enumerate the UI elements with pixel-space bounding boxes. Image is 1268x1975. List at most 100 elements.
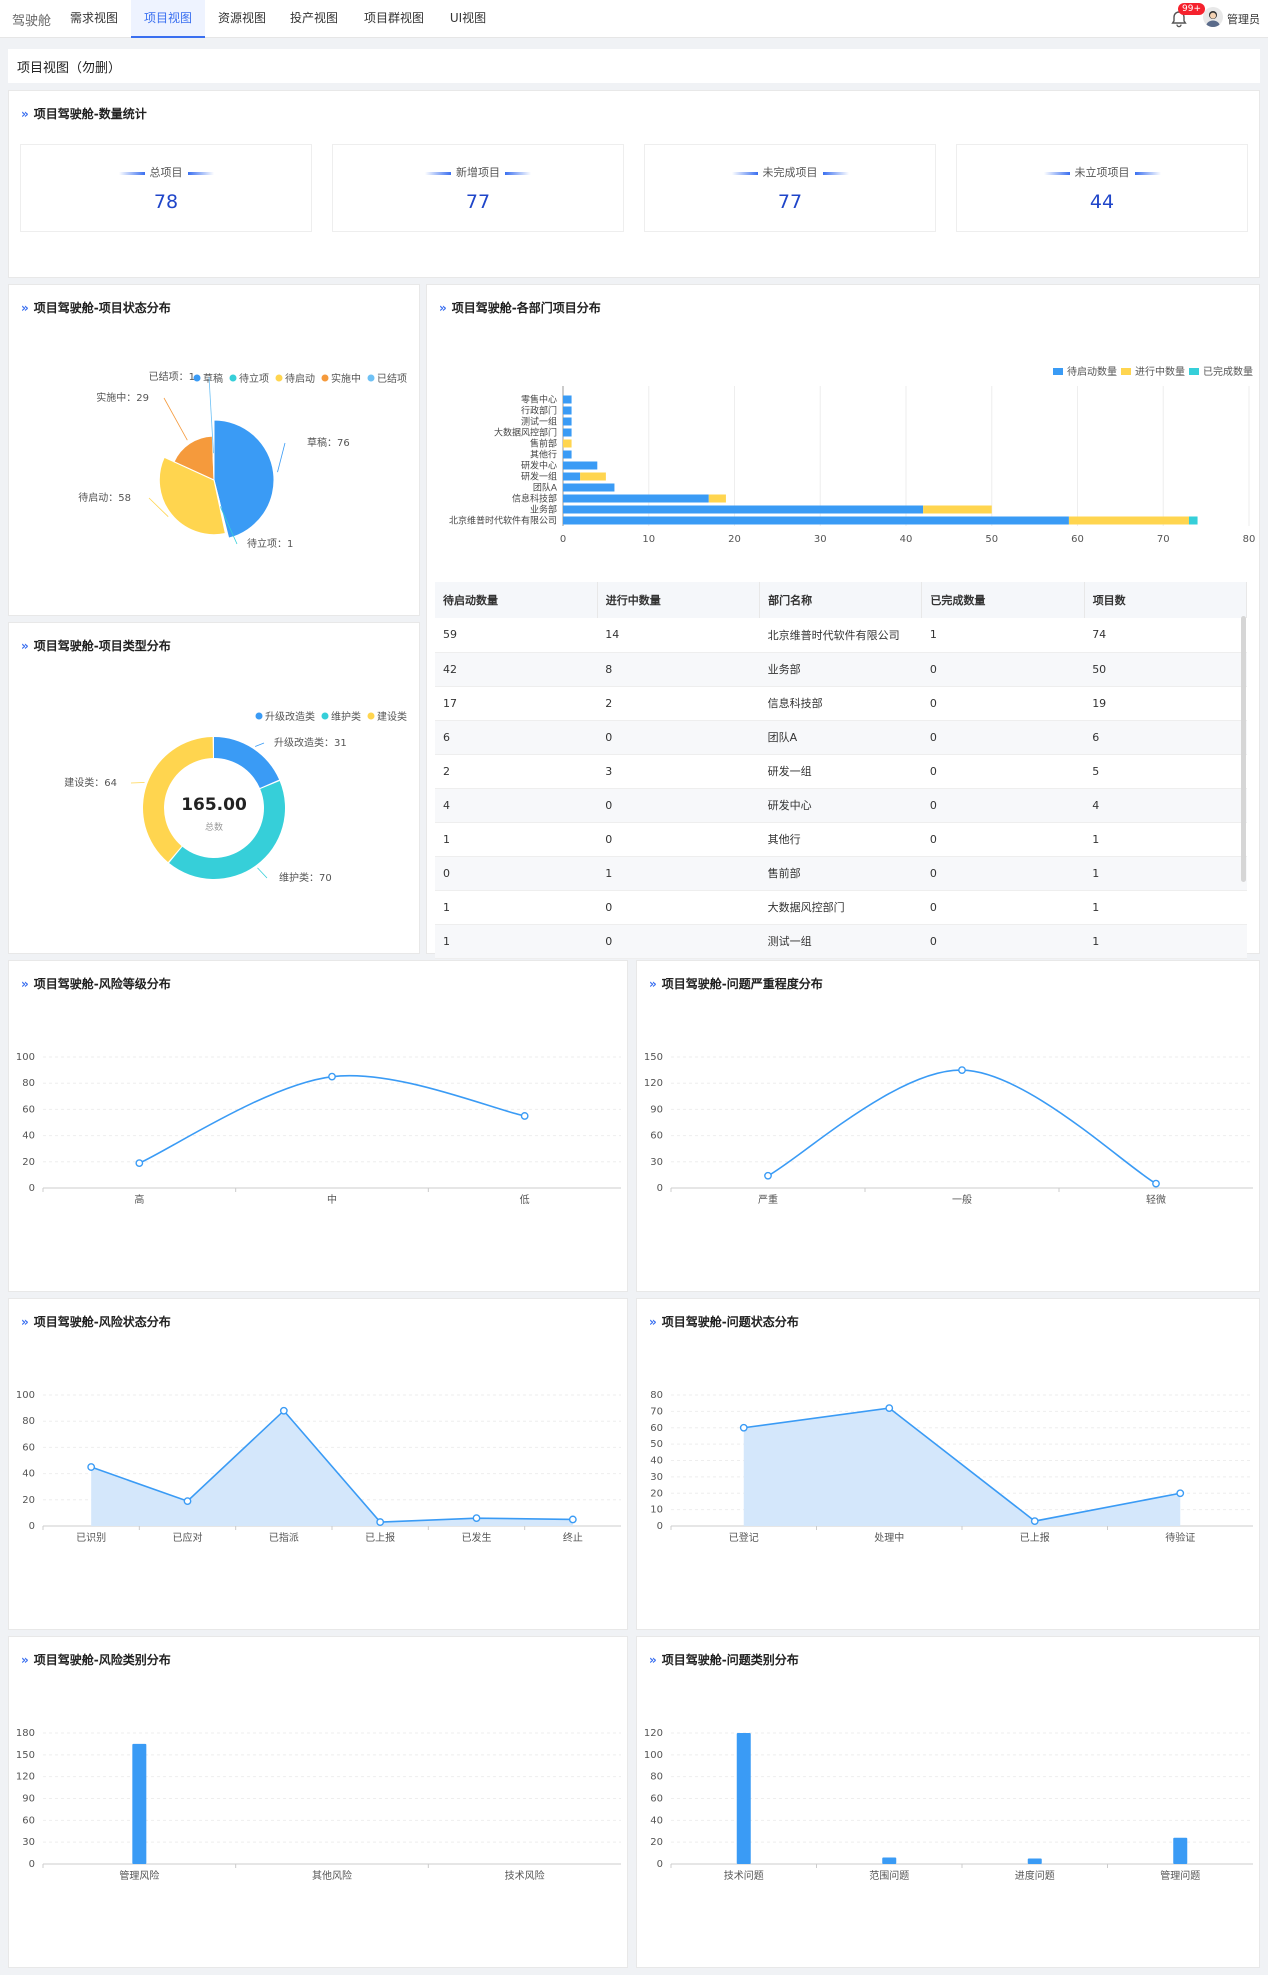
tab-program[interactable]: 项目群视图 — [363, 11, 424, 25]
y-tick-label: 120 — [16, 1772, 35, 1783]
user-name[interactable]: 管理员 — [1227, 13, 1260, 26]
chevron-right-icon: » — [21, 107, 29, 121]
pie-label: 草稿：76 — [307, 436, 350, 449]
y-tick-label: 60 — [650, 1423, 663, 1434]
y-tick-label: 团队A — [533, 482, 558, 494]
table-cell: 59 — [435, 618, 598, 653]
chevron-right-icon: » — [21, 1653, 29, 1667]
table-cell: 0 — [921, 686, 1085, 721]
x-tick-label: 已应对 — [173, 1531, 203, 1544]
y-tick-label: 50 — [650, 1439, 663, 1450]
y-tick-label: 60 — [650, 1794, 663, 1805]
risk-level-line-chart: 0 20 40 60 80 100 高 中 低 — [16, 1052, 621, 1206]
y-tick-label: 80 — [650, 1772, 663, 1783]
table-cell: 1 — [435, 822, 598, 857]
legend-item: 维护类 — [331, 710, 361, 723]
bar-segment — [563, 516, 1069, 525]
table-header[interactable]: 已完成数量 — [921, 582, 1085, 618]
risk-type-bar-chart: 0 30 60 90 120 150 180 管理风险 其他风险 技术风险 — [16, 1728, 621, 1882]
table-row[interactable]: 4 0 研发中心 0 4 — [435, 788, 1247, 823]
notification-badge: 99+ — [1178, 3, 1205, 15]
table-cell: 0 — [921, 822, 1085, 857]
donut-total-label: 总数 — [205, 821, 223, 833]
table-row[interactable]: 6 0 团队A 0 6 — [435, 720, 1247, 755]
table-cell: 信息科技部 — [759, 686, 922, 721]
bar-segment — [1188, 516, 1198, 525]
table-row[interactable]: 59 14 北京维普时代软件有限公司 1 74 — [435, 618, 1247, 653]
table-cell: 14 — [597, 618, 760, 653]
table-row[interactable]: 1 0 其他行 0 1 — [435, 822, 1247, 857]
x-tick-label: 一般 — [952, 1193, 972, 1206]
risk-status-card: » 项目驾驶舱-风险状态分布 0 20 40 60 80 100 已识别 已应对 已指派 已上报 已发… — [8, 1298, 628, 1630]
table-cell: 1 — [435, 924, 598, 959]
x-tick-label: 高 — [134, 1193, 144, 1206]
series-line — [767, 1069, 1157, 1185]
x-tick-label: 已上报 — [365, 1531, 395, 1544]
x-tick-label: 已上报 — [1020, 1531, 1050, 1544]
legend-marker — [275, 374, 283, 382]
tab-requirements[interactable]: 需求视图 — [69, 11, 118, 25]
issue-type-card: » 项目驾驶舱-问题类别分布 0 20 40 60 80 100 120 技术问题 范围问题 进度问… — [636, 1636, 1260, 1968]
data-point — [885, 1404, 894, 1413]
bar-segment — [580, 472, 606, 481]
table-header[interactable]: 部门名称 — [759, 582, 923, 618]
y-tick-label: 60 — [22, 1104, 35, 1115]
table-header[interactable]: 进行中数量 — [597, 582, 761, 618]
table-row[interactable]: 42 8 业务部 0 50 — [435, 652, 1247, 687]
table-cell: 0 — [921, 720, 1085, 755]
table-cell: 0 — [435, 856, 598, 891]
tab-resources[interactable]: 资源视图 — [217, 11, 266, 25]
bar-segment — [563, 439, 572, 448]
table-row[interactable]: 17 2 信息科技部 0 19 — [435, 686, 1247, 721]
table-header[interactable]: 项目数 — [1084, 582, 1248, 618]
y-tick-label: 北京维普时代软件有限公司 — [449, 515, 557, 527]
label-line — [255, 742, 265, 747]
data-point — [135, 1159, 144, 1168]
tab-projects[interactable]: 项目视图 — [131, 0, 205, 38]
bar-segment — [563, 417, 572, 426]
pie-slice — [213, 419, 275, 539]
donut-slice — [169, 780, 285, 879]
table-row[interactable]: 1 0 大数据风控部门 0 1 — [435, 890, 1247, 925]
table-cell: 6 — [435, 720, 598, 755]
table-cell: 北京维普时代软件有限公司 — [759, 618, 922, 653]
area-fill — [743, 1408, 1181, 1526]
legend-marker — [1121, 368, 1131, 375]
table-cell: 0 — [921, 856, 1085, 891]
table-scrollbar[interactable] — [1241, 616, 1246, 882]
dept-bar-chart: 已完成数量 进行中数量 待启动数量 0 10 20 30 40 50 60 70 80 零售中心行政部门… — [449, 365, 1255, 545]
y-tick-label: 售前部 — [530, 438, 557, 450]
chevron-right-icon: » — [21, 1315, 29, 1329]
donut-label: 维护类：70 — [279, 871, 332, 884]
table-cell: 1 — [435, 890, 598, 925]
y-tick-label: 150 — [16, 1750, 35, 1761]
label-line — [219, 505, 238, 545]
tab-ui[interactable]: UI视图 — [449, 11, 487, 25]
table-header[interactable]: 待启动数量 — [435, 582, 598, 618]
bar — [736, 1733, 751, 1864]
table-row[interactable]: 2 3 研发一组 0 5 — [435, 754, 1247, 789]
legend-marker — [193, 374, 201, 382]
table-row[interactable]: 0 1 售前部 0 1 — [435, 856, 1247, 891]
issue-type-bar-chart: 0 20 40 60 80 100 120 技术问题 范围问题 进度问题 管理问题 — [644, 1728, 1253, 1882]
table-row[interactable]: 1 0 测试一组 0 1 — [435, 924, 1247, 959]
x-tick-label: 管理风险 — [119, 1869, 159, 1882]
legend-marker — [1053, 368, 1063, 375]
stat-value: 77 — [465, 191, 491, 213]
y-tick-label: 100 — [16, 1390, 35, 1401]
card-title: » 项目驾驶舱-风险等级分布 — [21, 977, 171, 991]
table-cell: 0 — [921, 754, 1085, 789]
tab-production[interactable]: 投产视图 — [289, 11, 338, 25]
data-point — [520, 1112, 529, 1120]
donut-label: 建设类：64 — [64, 776, 117, 789]
table-cell: 测试一组 — [759, 924, 922, 959]
issue-status-card: » 项目驾驶舱-问题状态分布 0 10 20 30 40 50 60 70 80 已登记 处理中 已上报… — [636, 1298, 1260, 1630]
x-tick-label: 已发生 — [462, 1531, 492, 1544]
label-line — [130, 782, 145, 784]
donut-slice — [142, 737, 214, 863]
stat-label: 总项目 — [149, 166, 183, 179]
x-tick-label: 60 — [1071, 534, 1084, 545]
avatar[interactable] — [1203, 7, 1223, 27]
type-card: » 项目驾驶舱-项目类型分布 建设类 维护类 升级改造类 升级改造类：31 维护类：70 建… — [8, 622, 420, 954]
